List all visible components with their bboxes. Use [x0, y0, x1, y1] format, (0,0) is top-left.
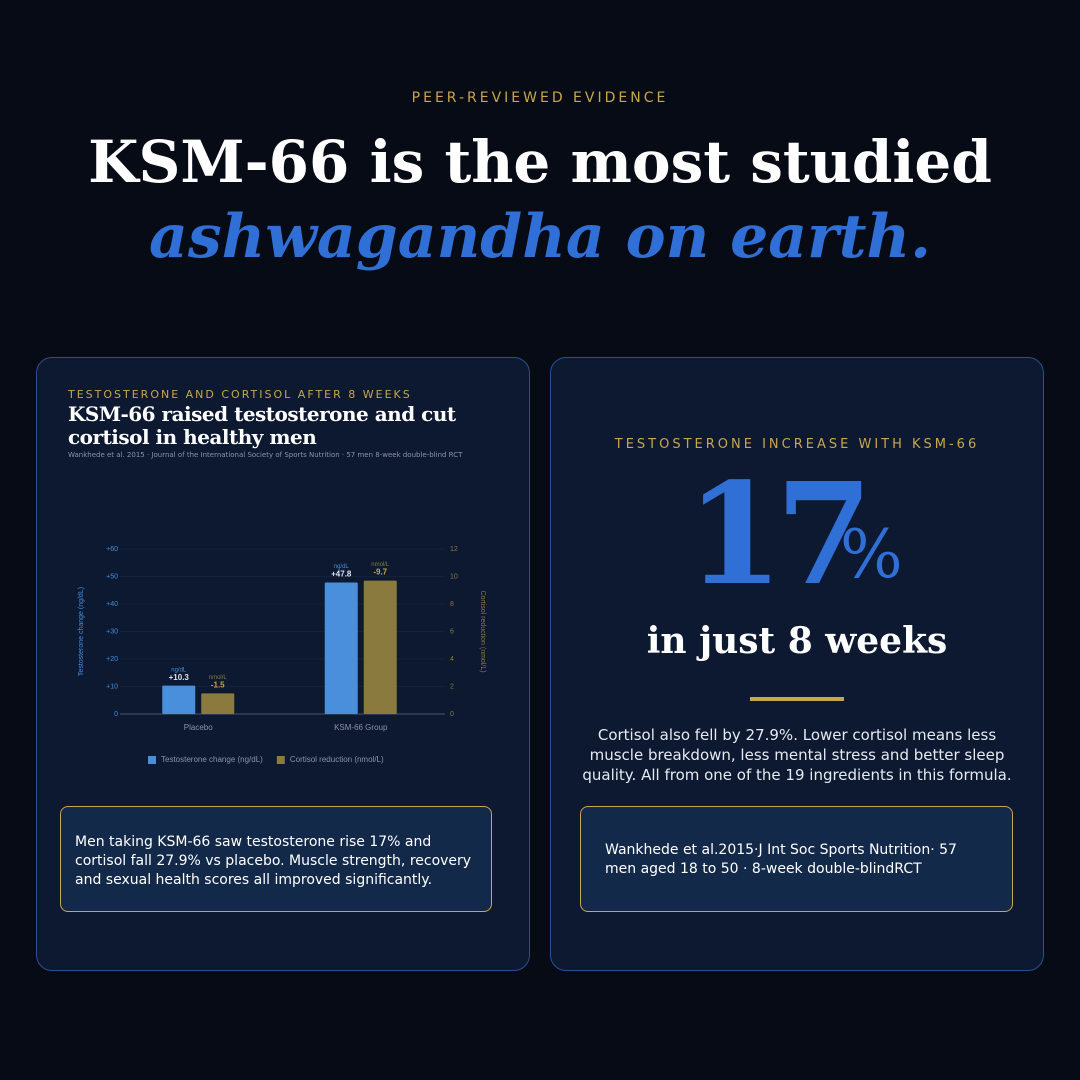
- y2-tick-label: 2: [450, 683, 454, 690]
- title-accent: ashwagandha on earth.: [148, 202, 932, 272]
- stat-unit: %: [840, 516, 903, 593]
- y-tick-label: +10: [106, 683, 118, 690]
- bar-unit: ng/dL: [334, 564, 350, 570]
- y-tick-label: +20: [106, 656, 118, 663]
- bar: [201, 693, 235, 714]
- stat-caption: in just 8 weeks: [646, 620, 948, 662]
- x-tick-label: KSM-66 Group: [334, 723, 388, 732]
- y2-axis-label: Cortisol reduction (nmol/L): [479, 590, 486, 672]
- y2-tick-label: 6: [450, 628, 454, 635]
- note-box: Men taking KSM-66 saw testosterone rise …: [60, 806, 492, 912]
- y2-tick-label: 8: [450, 601, 454, 608]
- legend-swatch: [276, 756, 285, 764]
- y2-tick-label: 4: [450, 656, 454, 663]
- bar-unit: nmol/L: [209, 675, 228, 681]
- citation-box: Wankhede et al.2015·J Int Soc Sports Nut…: [580, 806, 1013, 912]
- bar: [162, 685, 196, 714]
- citation: Wankhede et al.2015·J Int Soc Sports Nut…: [605, 842, 957, 877]
- legend-label: Cortisol reduction (nmol/L): [290, 755, 384, 764]
- value-label: -1.5: [211, 680, 225, 689]
- y-tick-label: +30: [106, 628, 118, 635]
- stat-body: Cortisol also fell by 27.9%. Lower corti…: [582, 726, 1012, 784]
- divider: [750, 697, 844, 701]
- stat: 17: [686, 453, 873, 617]
- y-tick-label: 0: [114, 711, 118, 718]
- note: Men taking KSM-66 saw testosterone rise …: [75, 834, 472, 888]
- bar: [324, 582, 358, 714]
- bar-unit: nmol/L: [371, 562, 390, 568]
- y2-tick-label: 0: [450, 711, 454, 718]
- y-tick-label: +60: [106, 546, 118, 553]
- value-label: +10.3: [169, 673, 190, 682]
- x-tick-label: Placebo: [184, 723, 213, 732]
- legend-swatch: [148, 756, 156, 764]
- chart-eyebrow: TESTOSTERONE AND CORTISOL AFTER 8 WEEKS: [68, 388, 412, 401]
- legend-label: Testosterone change (ng/dL): [161, 755, 263, 764]
- chart: 0 +10 +20 +30 +40 +50 +60 0 2 4 6 8 10 12 Testosterone…: [78, 546, 486, 764]
- y-tick-label: +50: [106, 573, 118, 580]
- chart-source: Wankhede et al. 2015 · Journal of the In…: [68, 451, 463, 459]
- chart-title: KSM-66 raised testosterone and cut corti…: [68, 402, 456, 449]
- bar-unit: ng/dL: [171, 667, 187, 673]
- title: KSM-66 is the most studied: [88, 128, 992, 196]
- y2-tick-label: 10: [450, 573, 458, 580]
- y-axis-label: Testosterone change (ng/dL): [78, 587, 85, 676]
- y-tick-label: +40: [106, 601, 118, 608]
- y2-tick-label: 12: [450, 546, 458, 553]
- stat-eyebrow: TESTOSTERONE INCREASE WITH KSM-66: [614, 437, 980, 452]
- eyebrow: PEER-REVIEWED EVIDENCE: [411, 90, 669, 106]
- value-label: -9.7: [373, 568, 387, 577]
- bar: [363, 580, 397, 714]
- value-label: +47.8: [331, 570, 352, 579]
